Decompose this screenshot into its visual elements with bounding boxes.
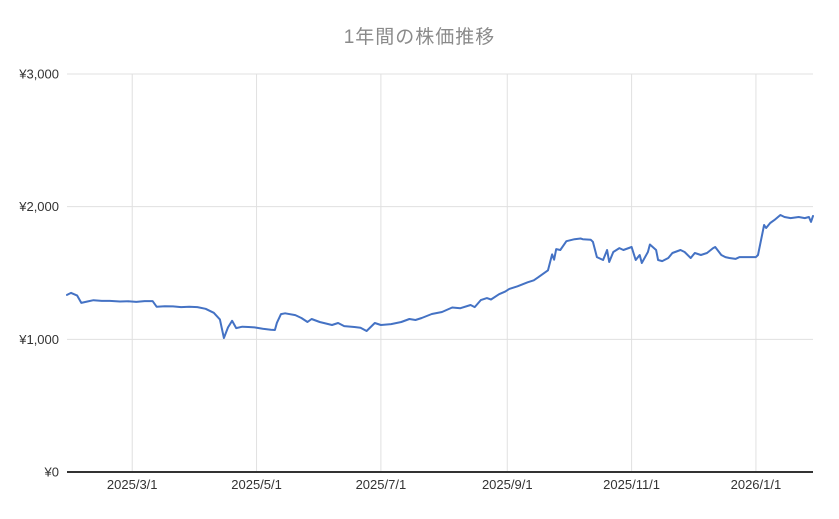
stock-price-line <box>66 214 814 339</box>
x-axis-tick-label: 2025/11/1 <box>603 477 660 492</box>
x-axis-tick-label: 2025/7/1 <box>356 477 407 492</box>
chart-title: 1年間の株価推移 <box>343 27 496 48</box>
y-axis-tick-label: ¥0 <box>44 465 59 480</box>
y-axis-tick-label: ¥2,000 <box>18 199 59 214</box>
x-axis-tick-label: 2025/3/1 <box>107 477 158 492</box>
y-axis-tick-label: ¥1,000 <box>18 332 59 347</box>
x-axis-tick-label: 2025/9/1 <box>482 477 533 492</box>
y-axis-tick-label: ¥3,000 <box>18 67 59 82</box>
x-axis-tick-label: 2025/5/1 <box>231 477 282 492</box>
x-axis-tick-label: 2026/1/1 <box>731 477 782 492</box>
